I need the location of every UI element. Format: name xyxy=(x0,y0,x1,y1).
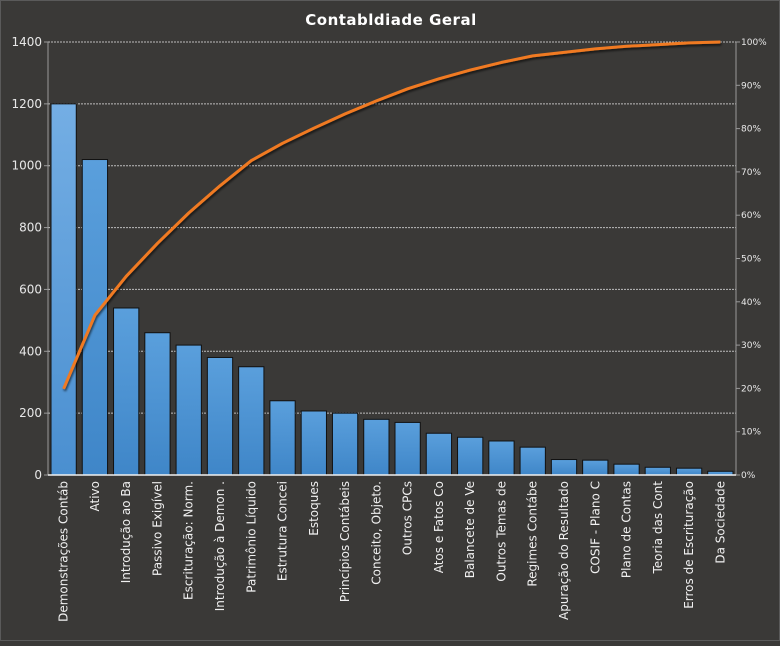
bar xyxy=(207,357,232,475)
x-tick-label: Demonstrações Contáb xyxy=(57,481,71,622)
x-tick-label: Conceito, Objeto. xyxy=(369,481,383,585)
bar xyxy=(395,422,420,475)
x-tick-label: Introdução à Demon . xyxy=(213,481,227,611)
y2-tick-label: 0% xyxy=(741,471,756,481)
bar xyxy=(270,401,295,475)
bar xyxy=(239,367,264,475)
x-tick-label: Regimes Contábe xyxy=(526,481,540,587)
bar xyxy=(551,460,576,475)
x-tick-label: Da Sociedade xyxy=(713,481,727,564)
x-tick-label: Atos e Fatos Co xyxy=(432,481,446,573)
y2-tick-label: 10% xyxy=(741,428,761,438)
y-tick-label: 800 xyxy=(19,221,42,235)
y2-tick-label: 100% xyxy=(741,38,767,48)
x-tick-label: Ativo xyxy=(88,481,102,511)
bar xyxy=(364,419,389,475)
x-tick-label: Outros CPCs xyxy=(401,481,415,555)
y2-tick-label: 40% xyxy=(741,298,761,308)
bar xyxy=(301,411,326,475)
x-tick-label: Passivo Exigível xyxy=(150,481,164,576)
x-tick-label: Teoria das Cont xyxy=(651,481,665,575)
y2-tick-label: 70% xyxy=(741,168,761,178)
y2-tick-label: 80% xyxy=(741,125,761,135)
y2-tick-label: 90% xyxy=(741,81,761,91)
x-tick-label: Patrimônio Líquido xyxy=(244,481,258,593)
y-tick-label: 1200 xyxy=(11,97,42,111)
x-tick-label: Balancete de Ve xyxy=(463,481,477,578)
bar xyxy=(614,464,639,475)
x-tick-label: Estoques xyxy=(307,481,321,536)
x-tick-label: Estrutura Concei xyxy=(276,481,290,581)
bar xyxy=(176,345,201,475)
chart-title: Contabldiade Geral xyxy=(305,11,476,29)
y2-tick-label: 50% xyxy=(741,255,761,265)
bar xyxy=(114,308,139,475)
bar xyxy=(489,441,514,475)
x-tick-label: Plano de Contas xyxy=(620,481,634,578)
bar xyxy=(145,333,170,475)
x-tick-label: Outros Temas de xyxy=(494,481,508,582)
x-tick-label: Escrituração: Norm. xyxy=(182,481,196,600)
y2-tick-label: 20% xyxy=(741,384,761,394)
y-tick-label: 1400 xyxy=(11,35,42,49)
bar xyxy=(645,467,670,475)
y-tick-label: 400 xyxy=(19,344,42,358)
bar xyxy=(520,447,545,475)
bar xyxy=(426,433,451,475)
y2-tick-label: 30% xyxy=(741,341,761,351)
bar xyxy=(458,437,483,475)
y-tick-label: 600 xyxy=(19,282,42,296)
bar xyxy=(676,468,701,475)
y-tick-label: 0 xyxy=(34,468,42,482)
y-tick-label: 1000 xyxy=(11,159,42,173)
bar xyxy=(583,460,608,475)
x-tick-label: Apuração do Resultado xyxy=(557,481,571,620)
x-tick-label: Princípios Contábeis xyxy=(338,481,352,602)
bar xyxy=(332,413,357,475)
x-tick-label: COSIF - Plano C xyxy=(588,481,602,574)
bar xyxy=(51,104,76,475)
x-tick-label: Erros de Escrituração xyxy=(682,481,696,609)
y2-tick-label: 60% xyxy=(741,211,761,221)
y-tick-label: 200 xyxy=(19,406,42,420)
x-tick-label: Introdução ao Ba xyxy=(119,481,133,583)
